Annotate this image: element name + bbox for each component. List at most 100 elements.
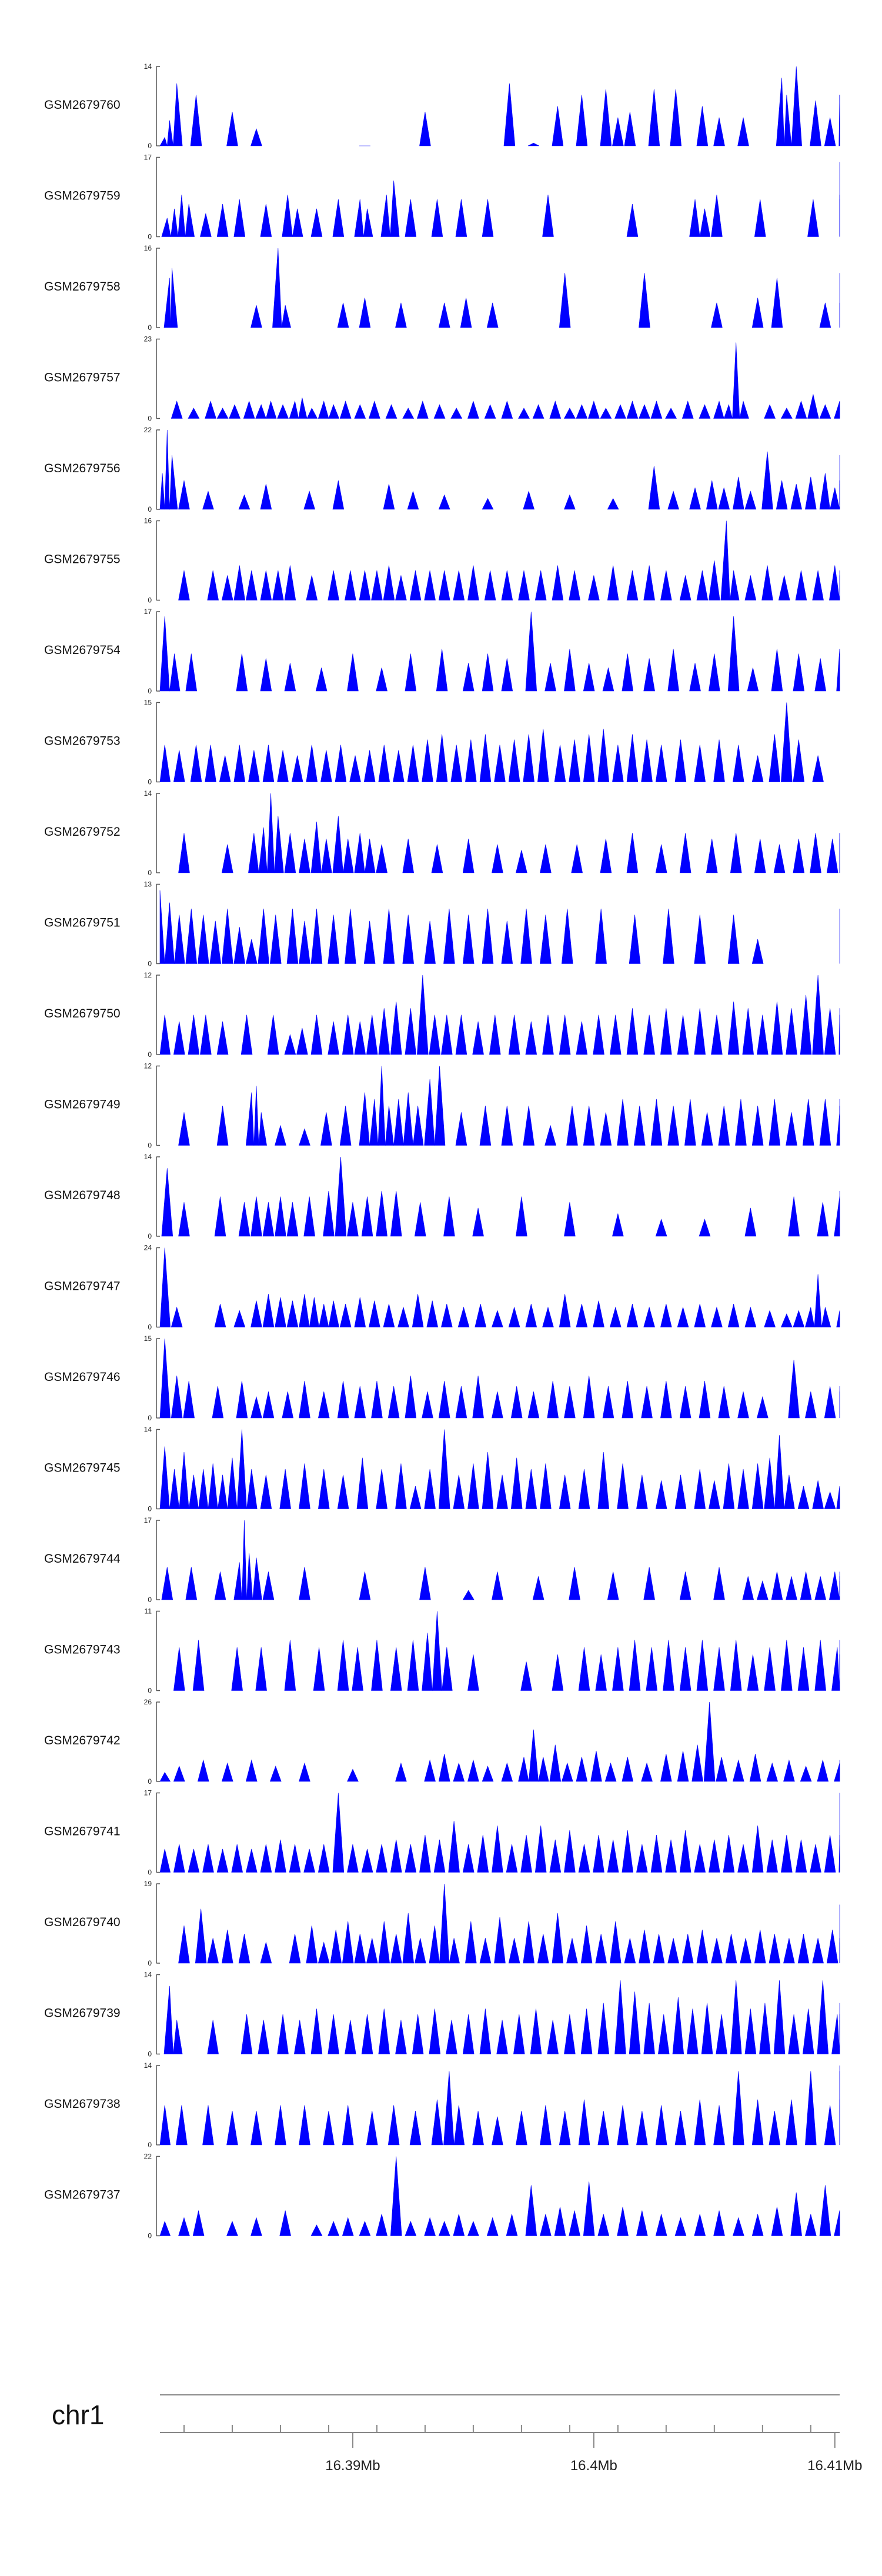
signal-peak — [773, 1980, 786, 2054]
signal-peak — [609, 1921, 622, 1964]
signal-peak — [212, 1386, 224, 1419]
track-label: GSM2679760 — [44, 98, 121, 112]
track-GSM2679742: GSM2679742 26 0 — [44, 1698, 840, 1786]
signal-peak — [395, 2020, 407, 2054]
signal-peak — [221, 844, 233, 873]
signal-peak — [716, 2014, 727, 2054]
signal-peak — [552, 565, 564, 600]
signal-peak — [185, 1567, 198, 1600]
signal-peak — [275, 1297, 286, 1327]
track-label: GSM2679741 — [44, 1825, 121, 1838]
signal-peak — [655, 1219, 667, 1237]
signal-peak — [299, 920, 310, 964]
signal-peak — [754, 199, 766, 237]
signal-peak — [378, 745, 390, 782]
signal-peak — [306, 1926, 318, 1964]
signal-peak — [643, 2003, 655, 2054]
signal-peak — [169, 1469, 180, 1509]
signal-peak — [376, 1469, 387, 1509]
signal-peak — [178, 1202, 190, 1237]
signal-peak — [814, 658, 826, 692]
signal-peak — [378, 2008, 390, 2054]
signal-peak — [761, 451, 773, 510]
signal-peak — [405, 1844, 417, 1873]
signal-peak — [674, 1474, 687, 1509]
signal-peak — [520, 909, 532, 964]
signal-peak — [633, 1105, 646, 1146]
signal-peak — [405, 199, 417, 237]
signal-peak — [318, 401, 329, 419]
signal-peak — [807, 199, 819, 237]
signal-peak — [246, 1469, 258, 1509]
signal-peak — [552, 1654, 564, 1691]
signal-peak — [540, 915, 552, 964]
signal-peak — [689, 663, 701, 692]
signal-peak — [508, 1306, 520, 1327]
signal-peak — [516, 850, 527, 873]
signal-peak — [747, 1654, 759, 1691]
signal-peak — [689, 199, 700, 237]
signal-peak — [299, 839, 310, 873]
signal-peak — [759, 2003, 771, 2054]
signal-peak — [727, 915, 740, 964]
signal-peak — [233, 565, 246, 600]
signal-peak — [554, 745, 566, 782]
signal-peak — [783, 1759, 795, 1782]
signal-peak — [576, 1021, 588, 1055]
signal-peak — [417, 975, 429, 1055]
y-axis-min-label: 0 — [148, 687, 152, 695]
signal-peak — [525, 2185, 537, 2236]
signal-peak — [161, 1168, 173, 1237]
signal-peak — [222, 909, 233, 964]
signal-peak — [385, 404, 397, 419]
signal-peak — [376, 668, 387, 692]
signal-peak — [657, 2014, 670, 2054]
signal-peak — [711, 1015, 723, 1055]
signal-peak — [819, 404, 831, 419]
signal-peak — [347, 653, 359, 692]
signal-peak — [501, 920, 513, 964]
signal-peak — [781, 702, 793, 782]
signal-peak — [730, 570, 740, 600]
signal-peak — [540, 2105, 552, 2145]
y-axis-max-label: 17 — [144, 154, 152, 162]
signal-peak — [525, 1304, 537, 1327]
signal-peak — [660, 1754, 672, 1782]
signal-peak — [171, 401, 183, 419]
signal-peak — [269, 1766, 282, 1782]
signal-peak — [723, 1463, 735, 1509]
signal-peak — [617, 1099, 629, 1146]
signal-peak — [756, 1580, 769, 1600]
signal-peak — [769, 1934, 781, 1964]
signal-peak — [805, 2071, 817, 2145]
signal-peak — [561, 1762, 573, 1782]
signal-peak — [793, 1310, 805, 1327]
signal-peak — [607, 1839, 619, 1873]
signal-peak — [323, 2111, 335, 2145]
signal-peak — [462, 2014, 475, 2054]
signal-peak — [337, 1474, 349, 1509]
signal-peak — [197, 1759, 209, 1782]
signal-peak — [670, 89, 682, 146]
signal-peak — [578, 1647, 590, 1691]
signal-peak — [793, 839, 805, 873]
signal-peak — [482, 199, 494, 237]
signal-peak — [566, 1105, 578, 1146]
signal-peak — [824, 1834, 836, 1873]
signal-peak — [479, 1105, 492, 1146]
signal-peak — [660, 1304, 672, 1327]
signal-peak — [218, 1474, 228, 1509]
signal-peak — [299, 1463, 310, 1509]
signal-peak — [699, 208, 711, 237]
signal-peak — [751, 1826, 764, 1873]
signal-peak — [255, 1647, 267, 1691]
y-axis-max-label: 17 — [144, 1789, 152, 1797]
signal-peak — [354, 199, 364, 237]
signal-peak — [622, 653, 634, 692]
signal-peak — [328, 2221, 340, 2236]
signal-peak — [342, 1921, 354, 1964]
signal-peak — [622, 1757, 634, 1782]
signal-peak — [467, 2221, 479, 2236]
signal-peak — [282, 1391, 294, 1419]
signal-peak — [542, 194, 554, 237]
